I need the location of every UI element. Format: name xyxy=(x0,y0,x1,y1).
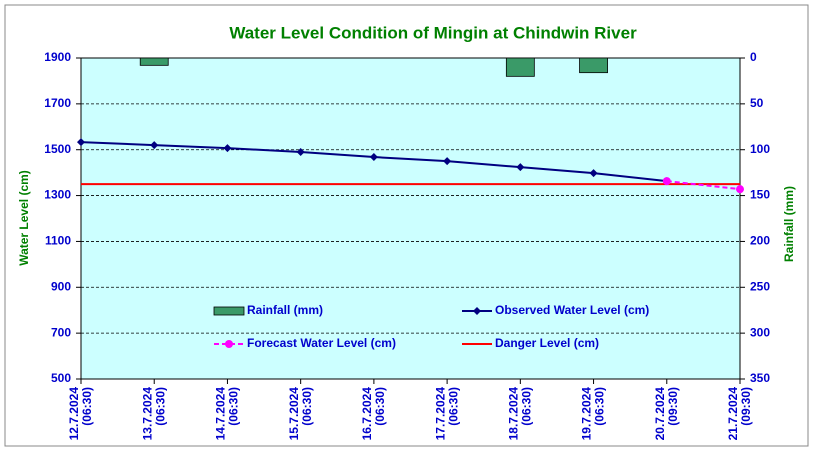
y2-tick-label: 350 xyxy=(750,371,770,385)
y2-tick-label: 200 xyxy=(750,234,770,248)
y-tick-label: 1500 xyxy=(44,142,71,156)
x-tick-label: 15.7.2024 xyxy=(287,387,301,441)
x-tick-label: 17.7.2024 xyxy=(433,387,447,441)
y-axis-label: Water Level (cm) xyxy=(17,170,31,266)
point xyxy=(589,169,598,178)
y2-tick-label: 50 xyxy=(750,96,764,110)
rainfall-bar xyxy=(579,57,608,74)
x-tick-label: 18.7.2024 xyxy=(507,387,521,441)
point xyxy=(296,148,305,157)
y-tick-label: 1900 xyxy=(44,50,71,64)
legend-label: Rainfall (mm) xyxy=(247,303,323,317)
x-tick-label: 20.7.2024 xyxy=(653,387,667,441)
y-tick-label: 1300 xyxy=(44,188,71,202)
x-tick-label: 12.7.2024 xyxy=(67,387,81,441)
y2-tick-label: 100 xyxy=(750,142,770,156)
point xyxy=(77,138,85,147)
x-tick-label: (06:30) xyxy=(227,387,241,426)
legend-label: Danger Level (cm) xyxy=(495,336,599,350)
y2-tick-label: 250 xyxy=(750,279,770,293)
rainfall-bar xyxy=(139,57,169,66)
point xyxy=(223,144,232,153)
y-tick-label: 1700 xyxy=(44,96,71,110)
x-tick-label: (06:30) xyxy=(593,387,607,426)
point xyxy=(516,163,525,172)
point xyxy=(662,177,671,186)
line-dashed xyxy=(666,180,741,191)
y-tick-label: 1100 xyxy=(45,234,71,248)
x-tick-label: (06:30) xyxy=(300,387,314,426)
y-tick-label: 900 xyxy=(51,279,71,293)
x-tick-label: (06:30) xyxy=(520,387,534,426)
point xyxy=(150,141,159,150)
x-tick-label: (06:30) xyxy=(153,387,167,426)
y2-tick-label: 300 xyxy=(750,325,770,339)
x-tick-label: (06:30) xyxy=(80,387,94,426)
x-tick-label: (06:30) xyxy=(446,387,460,426)
legend-swatch xyxy=(213,306,245,316)
x-tick-label: 13.7.2024 xyxy=(140,387,154,441)
chart-title: Water Level Condition of Mingin at Chind… xyxy=(229,23,637,42)
legend-marker xyxy=(473,307,481,315)
y2-tick-label: 150 xyxy=(750,188,770,202)
y-tick-label: 700 xyxy=(51,325,71,339)
x-tick-label: (06:30) xyxy=(373,387,387,426)
x-tick-label: 19.7.2024 xyxy=(580,387,594,441)
x-tick-label: (09:30) xyxy=(666,387,680,426)
y2-axis-label: Rainfall (mm) xyxy=(782,186,796,262)
plot-area xyxy=(81,58,740,379)
x-tick-label: (09:30) xyxy=(739,387,753,426)
x-tick-label: 21.7.2024 xyxy=(726,387,740,441)
legend-label: Observed Water Level (cm) xyxy=(495,303,649,317)
x-tick-label: 14.7.2024 xyxy=(214,387,228,441)
rainfall-bar xyxy=(505,57,535,77)
point xyxy=(443,157,452,166)
x-tick-label: 16.7.2024 xyxy=(360,387,374,441)
plot-frame xyxy=(80,57,741,380)
y-tick-label: 500 xyxy=(51,371,71,385)
point xyxy=(369,153,378,162)
legend-marker xyxy=(225,340,233,348)
y2-tick-label: 0 xyxy=(750,50,757,64)
legend-label: Forecast Water Level (cm) xyxy=(247,336,396,350)
point xyxy=(736,185,744,194)
